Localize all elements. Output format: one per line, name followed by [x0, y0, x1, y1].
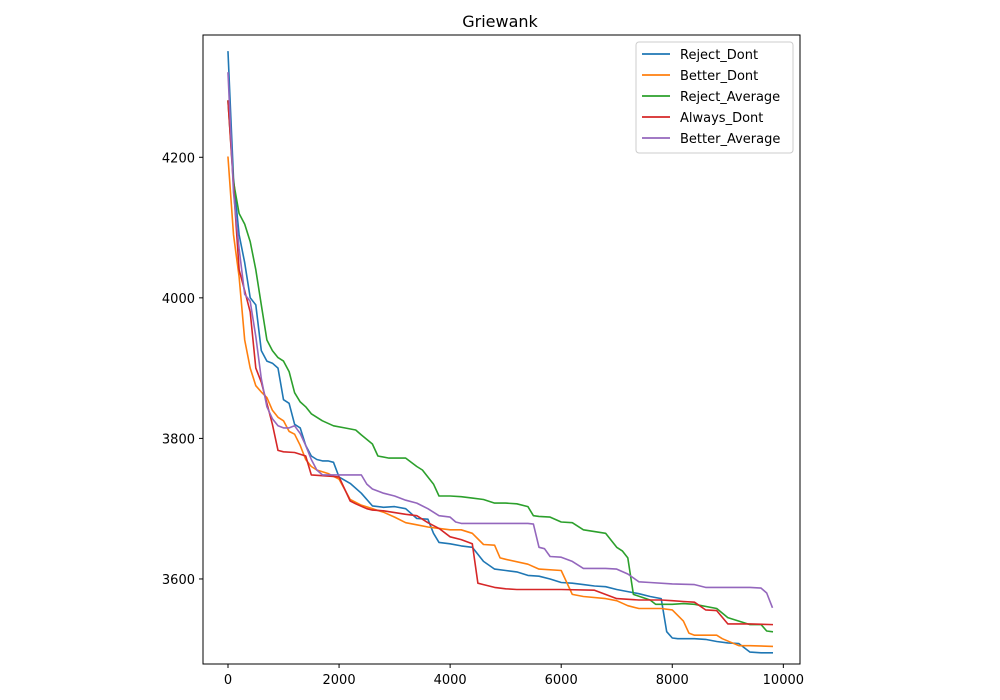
y-tick-label: 3800: [162, 432, 195, 447]
y-tick-label: 4200: [162, 151, 195, 166]
legend-frame: [635, 41, 794, 154]
y-axis: 3600 3800 4000 4200: [162, 151, 203, 588]
legend-label-reject-dont: Reject_Dont: [680, 48, 758, 63]
chart-title: Griewank: [462, 12, 538, 31]
x-axis: 0 2000 4000 6000 8000 10000: [224, 664, 804, 688]
y-tick-label: 4000: [162, 292, 195, 307]
x-tick-label: 4000: [434, 673, 467, 688]
series-line-reject-average: [227, 100, 774, 633]
series-line-always-dont: [227, 100, 774, 626]
y-tick-label: 3600: [162, 573, 195, 588]
x-tick-label: 2000: [323, 673, 356, 688]
x-tick-label: 6000: [545, 673, 578, 688]
legend-label-better-dont: Better_Dont: [680, 69, 758, 84]
legend-label-reject-average: Reject_Average: [680, 90, 780, 105]
plot-lines: [227, 51, 774, 654]
x-tick-label: 0: [224, 673, 232, 688]
legend-label-always-dont: Always_Dont: [680, 111, 763, 126]
legend-label-better-average: Better_Average: [680, 132, 780, 147]
series-line-reject-dont: [227, 51, 774, 654]
x-tick-label: 10000: [763, 673, 804, 688]
x-tick-label: 8000: [656, 673, 689, 688]
series-line-better-average: [227, 72, 774, 609]
legend: Reject_Dont Better_Dont Reject_Average Alwa…: [635, 41, 794, 154]
series-line-better-dont: [227, 156, 774, 648]
plot-area-frame: [202, 34, 801, 665]
